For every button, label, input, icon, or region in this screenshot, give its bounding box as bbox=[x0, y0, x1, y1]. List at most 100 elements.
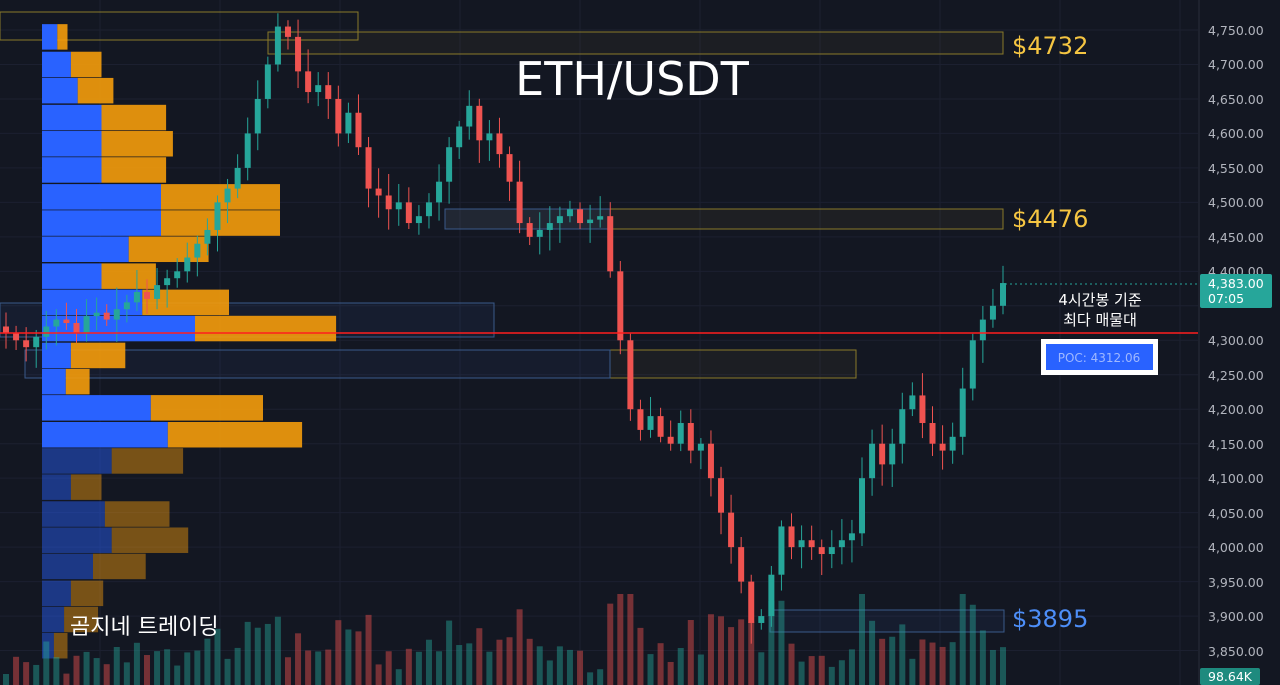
candle-body bbox=[949, 436, 956, 451]
volume-bar bbox=[284, 657, 291, 685]
candle-body bbox=[274, 26, 281, 65]
volume-bar bbox=[969, 604, 976, 685]
volume-bar bbox=[707, 614, 714, 685]
volume-bar bbox=[295, 633, 302, 685]
axis-tick-label: 4,450.00 bbox=[1208, 230, 1264, 245]
zone-4732 bbox=[0, 11, 359, 41]
candle-body bbox=[164, 278, 171, 286]
candle-body bbox=[707, 443, 714, 479]
candle-body bbox=[939, 443, 946, 451]
candle-body bbox=[53, 319, 60, 327]
volume-bar bbox=[869, 620, 876, 685]
candle-body bbox=[395, 202, 402, 210]
profile-buy-bar bbox=[42, 184, 161, 210]
candle-body bbox=[103, 312, 110, 320]
candle-body bbox=[778, 526, 785, 575]
candle-body bbox=[647, 416, 654, 430]
axis-tick-label: 4,550.00 bbox=[1208, 161, 1264, 176]
volume-bar bbox=[677, 648, 684, 685]
volume-bar bbox=[53, 657, 60, 685]
volume-bar bbox=[818, 655, 825, 685]
profile-buy-bar bbox=[42, 157, 102, 183]
candle-body bbox=[1000, 283, 1006, 306]
profile-buy-bar bbox=[42, 263, 102, 289]
profile-sell-bar bbox=[70, 342, 126, 369]
volume-bar bbox=[93, 658, 100, 685]
candle-body bbox=[133, 292, 140, 303]
volume-bar bbox=[959, 594, 966, 685]
volume-bar bbox=[305, 650, 312, 685]
volume-bar bbox=[657, 643, 664, 685]
candle-body bbox=[154, 285, 161, 299]
candle-body bbox=[184, 257, 191, 272]
volume-bar bbox=[899, 624, 906, 685]
candle-body bbox=[899, 409, 906, 444]
axis-tick-label: 4,650.00 bbox=[1208, 92, 1264, 107]
candle-body bbox=[597, 216, 604, 220]
candle-body bbox=[859, 478, 866, 534]
candle-body bbox=[577, 209, 584, 224]
axis-tick-label: 4,750.00 bbox=[1208, 23, 1264, 38]
candle-body bbox=[738, 547, 745, 582]
axis-tick-label: 4,300.00 bbox=[1208, 333, 1264, 348]
volume-bar bbox=[697, 654, 704, 685]
volume-bar bbox=[909, 658, 916, 685]
volume-bar bbox=[546, 660, 553, 685]
volume-bar bbox=[73, 655, 80, 685]
volume-bar bbox=[405, 648, 412, 685]
volume-bar bbox=[385, 651, 392, 685]
profile-sell-bar bbox=[93, 553, 146, 580]
candle-body bbox=[828, 547, 835, 555]
profile-buy-bar bbox=[42, 236, 129, 263]
profile-sell-bar bbox=[101, 104, 167, 131]
candle-body bbox=[909, 395, 916, 410]
volume-bar bbox=[315, 651, 322, 685]
candle-body bbox=[224, 188, 231, 203]
volume-bar bbox=[395, 669, 402, 685]
profile-sell-bar bbox=[101, 157, 167, 183]
volume-bar bbox=[345, 629, 352, 685]
candle-body bbox=[335, 98, 342, 134]
candle-body bbox=[476, 105, 483, 141]
candle-body bbox=[617, 271, 624, 341]
level-label-4476: $4476 bbox=[1012, 205, 1088, 233]
volume-bar bbox=[154, 651, 161, 685]
volume-bar bbox=[989, 649, 996, 685]
profile-buy-bar bbox=[42, 131, 102, 157]
candle-body bbox=[869, 443, 876, 479]
volume-bar bbox=[516, 609, 523, 685]
poc-label-text: POC: 4312.06 bbox=[1058, 351, 1141, 365]
volume-tag bbox=[1200, 668, 1260, 685]
candle-body bbox=[969, 340, 976, 389]
volume-bar bbox=[526, 638, 533, 685]
volume-bar bbox=[738, 619, 745, 685]
level-label-4732: $4732 bbox=[1012, 32, 1088, 60]
volume-bar bbox=[859, 594, 866, 685]
volume-bar bbox=[143, 655, 150, 685]
candle-body bbox=[627, 340, 634, 410]
volume-bar bbox=[1000, 647, 1006, 685]
candle-body bbox=[174, 271, 181, 279]
candle-body bbox=[456, 126, 463, 148]
volume-bar bbox=[718, 616, 725, 685]
volume-bar bbox=[234, 647, 241, 685]
volume-bar bbox=[83, 651, 90, 685]
profile-sell-bar bbox=[101, 131, 173, 157]
profile-sell-bar bbox=[70, 580, 104, 607]
price-axis: 4,750.00 4,700.00 4,650.00 4,600.00 4,55… bbox=[1198, 0, 1272, 685]
candle-body bbox=[667, 436, 674, 444]
volume-bar bbox=[808, 656, 815, 685]
candle-body bbox=[13, 333, 20, 341]
candle-body bbox=[879, 443, 886, 465]
candle-body bbox=[798, 540, 805, 548]
volume-bar bbox=[164, 649, 171, 685]
candle-body bbox=[295, 36, 302, 72]
candle-body bbox=[3, 326, 9, 334]
profile-buy-bar bbox=[42, 210, 161, 236]
volume-profile bbox=[42, 24, 337, 659]
candle-body bbox=[143, 292, 150, 299]
candle-body bbox=[466, 105, 473, 127]
candle-body bbox=[728, 512, 735, 548]
